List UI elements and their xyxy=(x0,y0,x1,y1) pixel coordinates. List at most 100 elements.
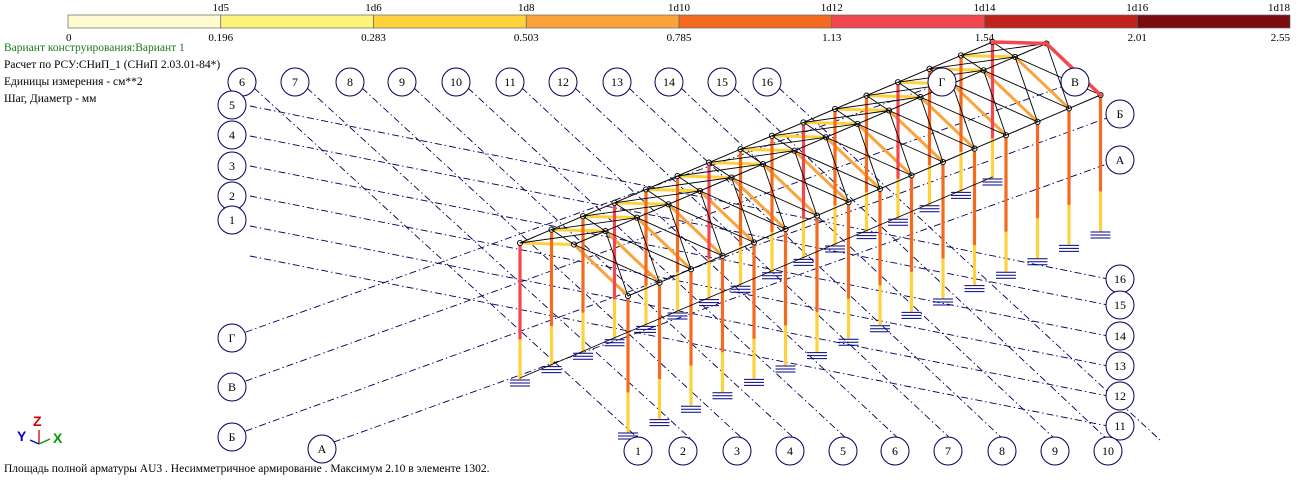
roof-brace xyxy=(834,108,858,125)
base-plate xyxy=(573,352,593,360)
step-diameter-label: Шаг, Диаметр - мм xyxy=(4,93,97,105)
tie-beam xyxy=(551,350,584,366)
scale-top-label: 1d18 xyxy=(1268,2,1291,14)
axis-top-10-circle xyxy=(441,67,471,97)
axis-left-5-circle xyxy=(217,90,247,120)
axis-line xyxy=(253,87,641,441)
scale-bottom-label: 2.55 xyxy=(1271,32,1291,44)
purlin xyxy=(834,95,867,110)
purlin xyxy=(974,134,1007,150)
purlin xyxy=(582,202,615,217)
scale-top-label: 1d6 xyxy=(365,2,382,14)
base-plate xyxy=(996,271,1016,279)
tie-beam xyxy=(614,323,647,339)
purlin xyxy=(857,110,890,125)
axis-right-13-label: 13 xyxy=(1114,359,1126,373)
axis-top-11-circle xyxy=(495,67,525,97)
purlin xyxy=(740,135,773,150)
axis-line xyxy=(467,87,849,441)
roof-brace xyxy=(614,202,638,219)
roof-brace xyxy=(762,163,786,230)
scale-segment xyxy=(1136,14,1291,29)
roof-brace xyxy=(803,121,827,138)
rafter xyxy=(802,120,859,126)
tie-beam xyxy=(519,364,552,379)
tie-beam xyxy=(866,216,899,232)
purlin xyxy=(614,188,647,204)
base-plate xyxy=(838,338,859,346)
scale-bottom-label: 2.01 xyxy=(1128,32,1147,44)
base-plate xyxy=(919,205,940,213)
roof-brace xyxy=(897,81,921,98)
axis-top-15-circle xyxy=(707,67,737,97)
purlin xyxy=(794,136,827,152)
axis-top-8-label: 8 xyxy=(347,75,353,89)
axis-left-4-label: 4 xyxy=(229,128,235,142)
base-plate xyxy=(712,392,733,400)
purlin xyxy=(753,228,786,243)
base-plate xyxy=(982,178,1003,186)
axis-top-12-circle xyxy=(548,67,578,97)
purlin xyxy=(699,177,732,192)
axis-top-letter-label: В xyxy=(1071,75,1079,89)
tie-beam xyxy=(960,176,993,191)
purlin xyxy=(848,188,881,203)
axis-top-9-circle xyxy=(387,67,417,97)
scale-top-label: 1d12 xyxy=(821,2,843,14)
roof-brace xyxy=(951,83,975,150)
status-footer: Площадь полной арматуры AU3 . Несимметри… xyxy=(4,463,490,475)
axis-markers: 6 7 8 9 10 11 12 13 14 15 16 Г В54321ГВББА1615141312… xyxy=(217,67,1135,466)
axis-bottom-9-label: 9 xyxy=(1052,444,1058,458)
purlin xyxy=(1068,94,1101,109)
purlin xyxy=(762,150,795,165)
axis-triad-icon: Y Z X xyxy=(17,414,63,446)
purlin xyxy=(960,41,993,56)
purlin xyxy=(803,108,836,123)
axis-bottom-letter-circle xyxy=(307,434,337,464)
scale-bottom-label: 0.283 xyxy=(361,32,386,44)
axis-right-16-label: 16 xyxy=(1114,272,1126,286)
rafter xyxy=(518,241,576,246)
purlin xyxy=(573,230,606,245)
axis-bottom-4-label: 4 xyxy=(787,444,793,458)
roof-brace xyxy=(668,203,692,270)
axis-left-3-circle xyxy=(217,151,247,181)
axis-right-11-label: 11 xyxy=(1114,419,1126,433)
axis-bottom-5-label: 5 xyxy=(840,444,846,458)
roof-brace xyxy=(645,188,669,205)
purlin xyxy=(951,69,984,85)
axis-right-13-circle xyxy=(1105,351,1135,381)
base-plate xyxy=(730,285,751,293)
axis-top-16-label: 16 xyxy=(761,75,773,89)
rafter xyxy=(644,187,702,193)
base-plate xyxy=(951,191,971,199)
purlin xyxy=(659,268,692,284)
end-rafter xyxy=(990,40,1049,46)
base-plate xyxy=(870,325,890,333)
roof-brace xyxy=(551,229,575,245)
base-plate xyxy=(793,258,814,266)
purlin xyxy=(911,161,944,176)
purlin xyxy=(785,215,818,230)
axis-bottom-5-circle xyxy=(828,436,858,466)
purlin xyxy=(771,121,804,137)
rafter xyxy=(833,107,891,112)
axis-top-letter-label: Г xyxy=(939,75,946,89)
axis-line xyxy=(306,87,693,441)
axis-bottom-7-label: 7 xyxy=(945,444,951,458)
axis-right-11-circle xyxy=(1105,411,1135,441)
axis-right-14-circle xyxy=(1105,321,1135,351)
axis-bottom-3-label: 3 xyxy=(734,444,740,458)
axis-bottom-10-circle xyxy=(1093,436,1123,466)
base-plate xyxy=(807,352,827,360)
axis-left-letter-label: Г xyxy=(229,331,236,345)
base-plate xyxy=(775,365,796,373)
grid-axes xyxy=(231,81,1161,448)
roof-brace xyxy=(708,162,732,178)
scale-bottom-label: 0.503 xyxy=(514,32,539,44)
tie-beam xyxy=(929,189,962,205)
purlin xyxy=(605,217,638,232)
axis-bottom-1-circle xyxy=(623,436,653,466)
roof-brace xyxy=(1014,56,1038,123)
